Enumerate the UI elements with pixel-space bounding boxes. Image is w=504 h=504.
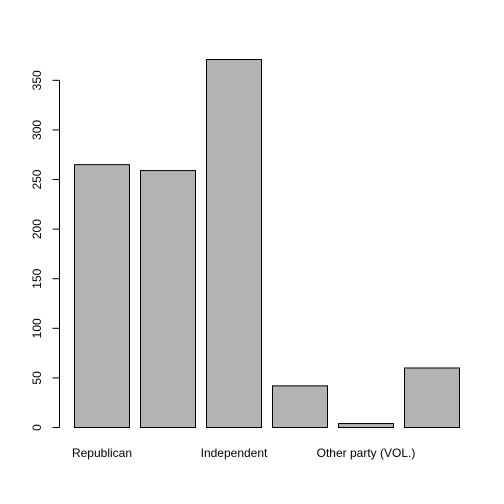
y-tick-label-300: 300: [30, 120, 44, 140]
bar-6: [404, 367, 460, 428]
bars-group: [74, 59, 460, 429]
y-tick-label-100: 100: [30, 318, 44, 338]
y-tick-label-350: 350: [30, 70, 44, 90]
x-tick-label-3: Independent: [201, 446, 268, 460]
y-axis: 0 50 100 150 200 250 300 350: [30, 70, 60, 431]
y-tick-label-150: 150: [30, 268, 44, 288]
y-tick-label-200: 200: [30, 219, 44, 239]
bar-5: [338, 423, 394, 429]
bar-2: [140, 170, 196, 429]
y-tick-label-250: 250: [30, 169, 44, 189]
bar-1: [74, 164, 130, 428]
bar-4: [272, 385, 328, 429]
x-tick-label-5: Other party (VOL.): [317, 446, 416, 460]
y-tick-label-0: 0: [30, 424, 44, 431]
y-tick-label-50: 50: [30, 371, 44, 385]
x-tick-label-1: Republican: [72, 446, 132, 460]
bar-3: [206, 59, 262, 428]
x-axis-labels: Republican Independent Other party (VOL.): [72, 446, 415, 460]
